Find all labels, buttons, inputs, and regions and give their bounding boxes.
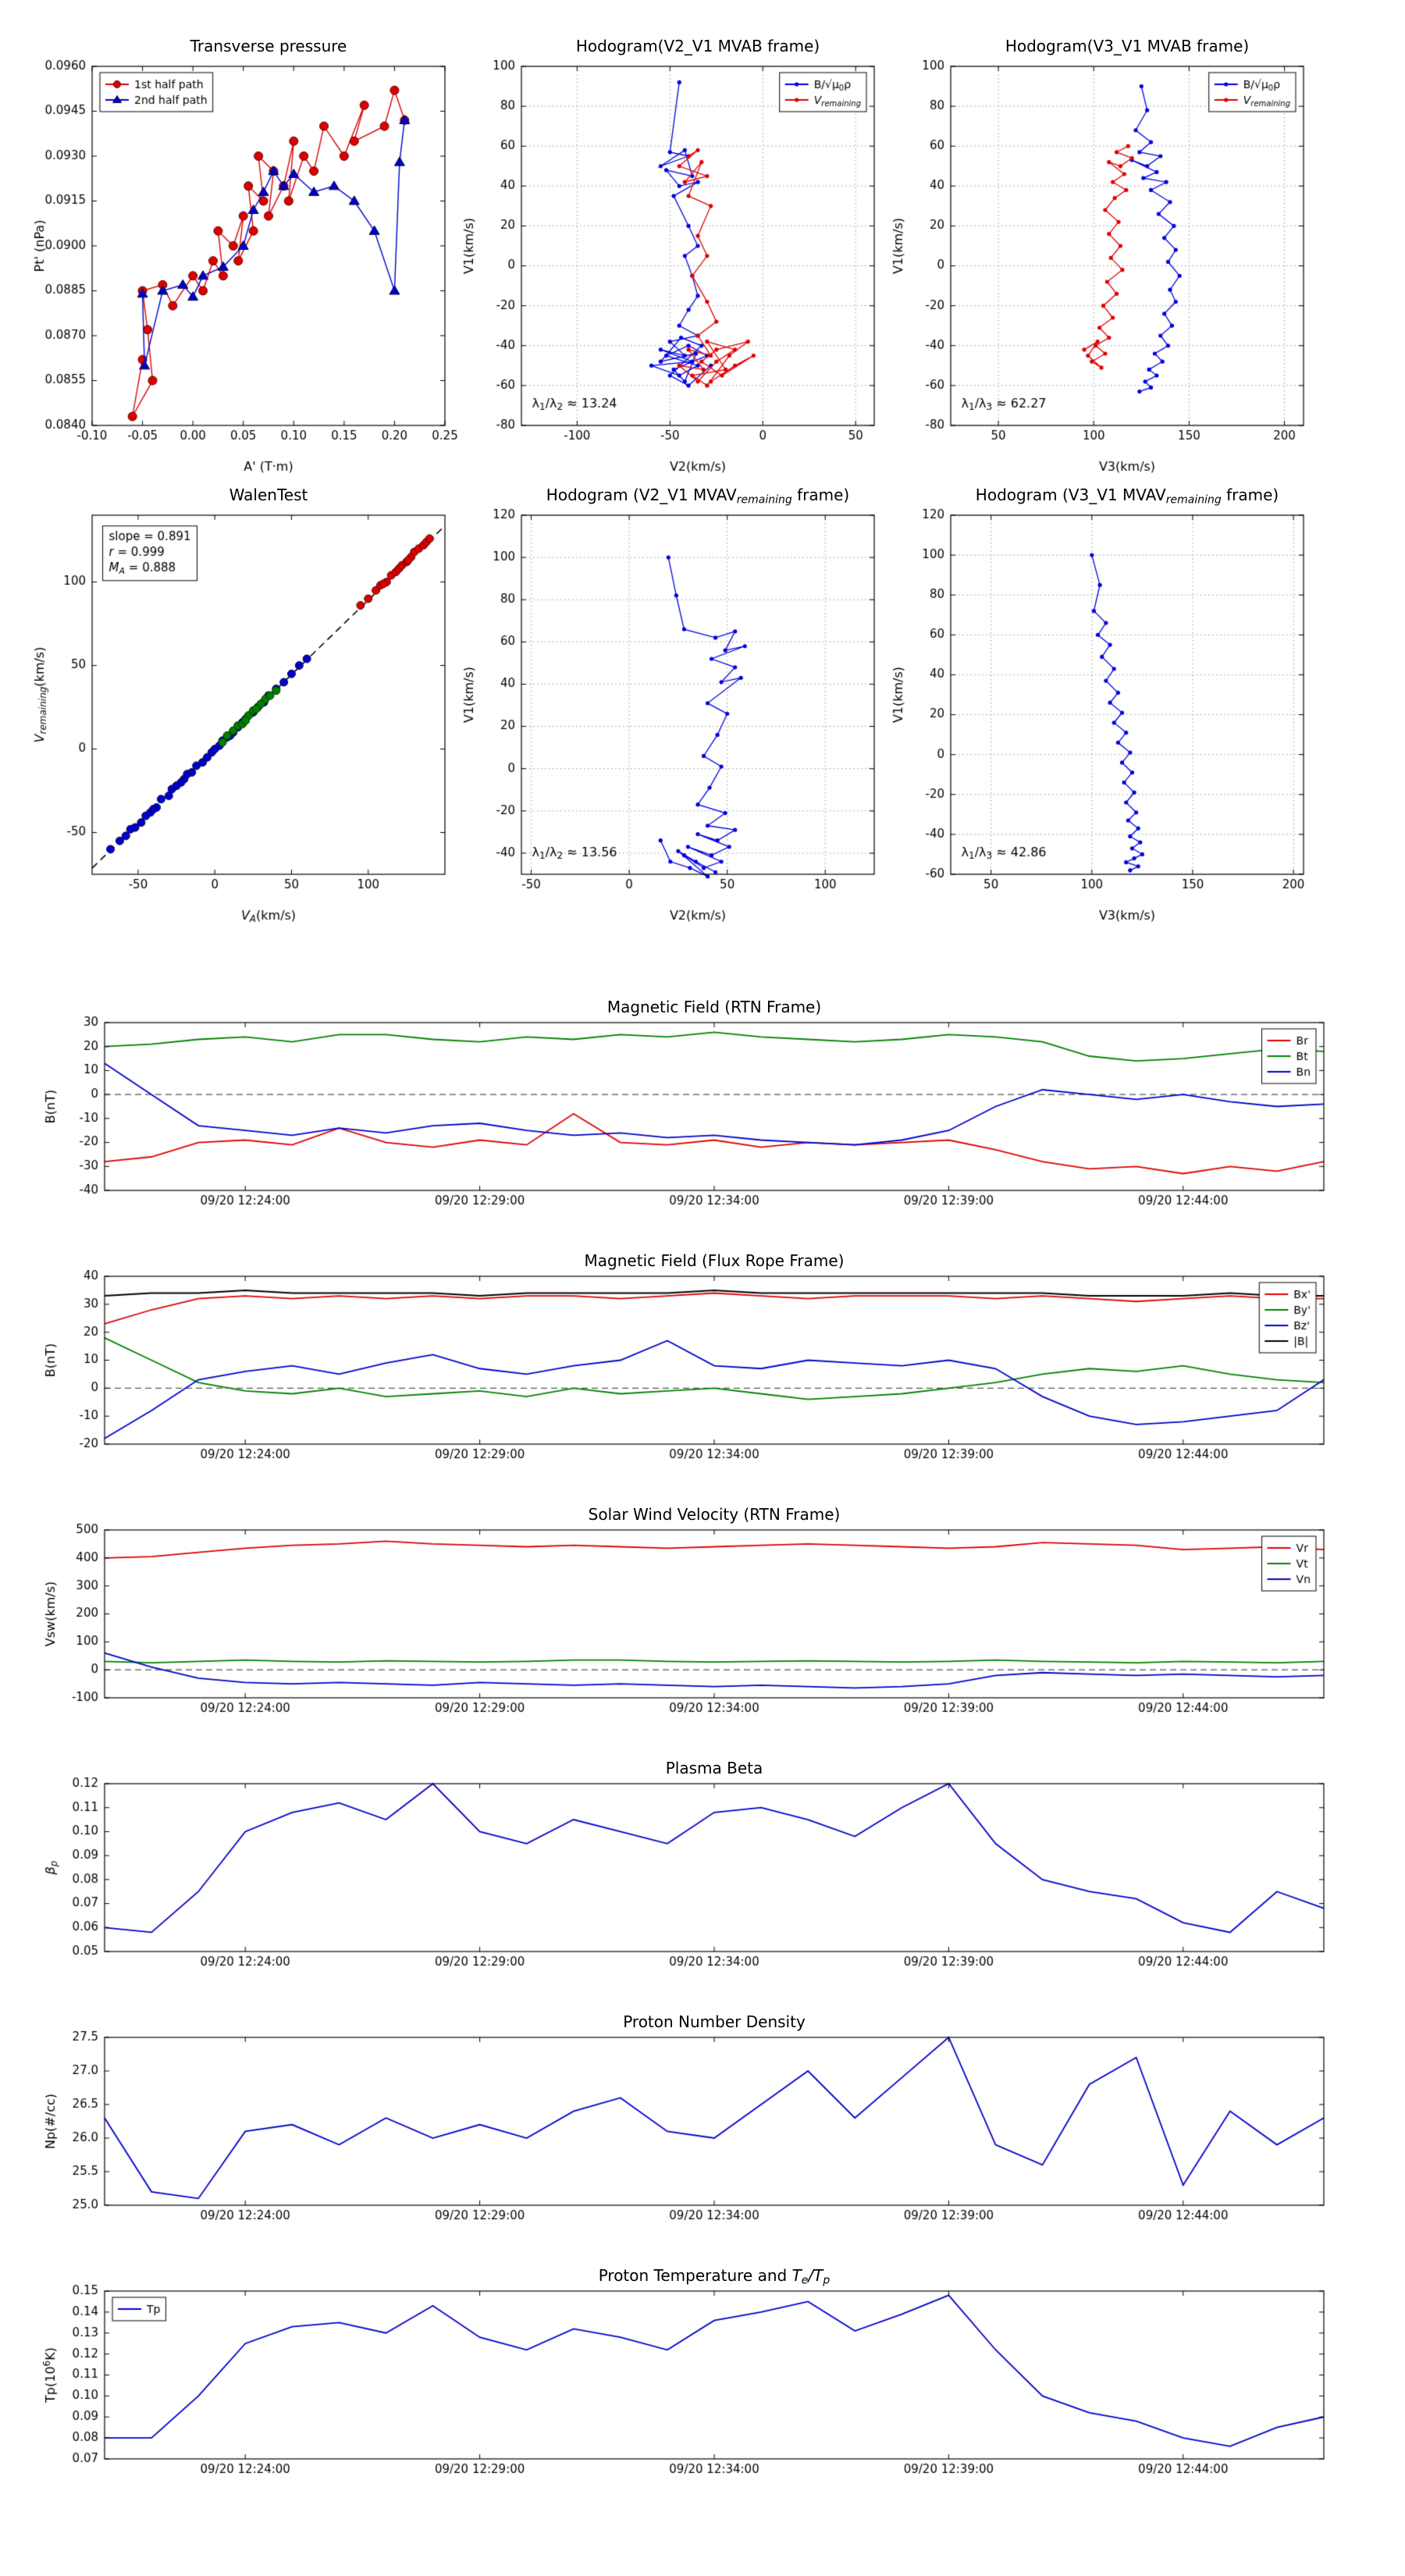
- panel-b-fluxrope: Magnetic Field (Flux Rope Frame): [34, 1250, 1336, 1499]
- vsw-rtn-canvas: [34, 1503, 1336, 1752]
- hodogram-v3v1-mvab-canvas: [882, 30, 1316, 497]
- panel-proton-temperature: Proton Temperature and Te/Tp: [34, 2265, 1336, 2514]
- b-rtn-canvas: [34, 996, 1336, 1245]
- panel-hodogram-v2v1-mvab: Hodogram(V2_V1 MVAB frame): [453, 30, 887, 497]
- proton-temperature-canvas: [34, 2265, 1336, 2514]
- panel-b-rtn: Magnetic Field (RTN Frame): [34, 996, 1336, 1245]
- panel-plasma-beta: Plasma Beta: [34, 1757, 1336, 2006]
- transverse-pressure-canvas: [23, 30, 457, 497]
- walen-test-canvas: [23, 479, 457, 946]
- panel-walen-test: WalenTest: [23, 479, 457, 946]
- hodogram-v2v1-mvav-canvas: [453, 479, 887, 946]
- panel-proton-density: Proton Number Density: [34, 2011, 1336, 2260]
- hodogram-v2v1-mvab-canvas: [453, 30, 887, 497]
- proton-density-canvas: [34, 2011, 1336, 2260]
- panel-hodogram-v2v1-mvav: Hodogram (V2_V1 MVAVremaining frame): [453, 479, 887, 946]
- plasma-beta-canvas: [34, 1757, 1336, 2006]
- panel-hodogram-v3v1-mvav: Hodogram (V3_V1 MVAVremaining frame): [882, 479, 1316, 946]
- b-fluxrope-canvas: [34, 1250, 1336, 1499]
- panel-transverse-pressure: Transverse pressure: [23, 30, 457, 497]
- panel-hodogram-v3v1-mvab: Hodogram(V3_V1 MVAB frame): [882, 30, 1316, 497]
- hodogram-v3v1-mvav-canvas: [882, 479, 1316, 946]
- panel-vsw-rtn: Solar Wind Velocity (RTN Frame): [34, 1503, 1336, 1752]
